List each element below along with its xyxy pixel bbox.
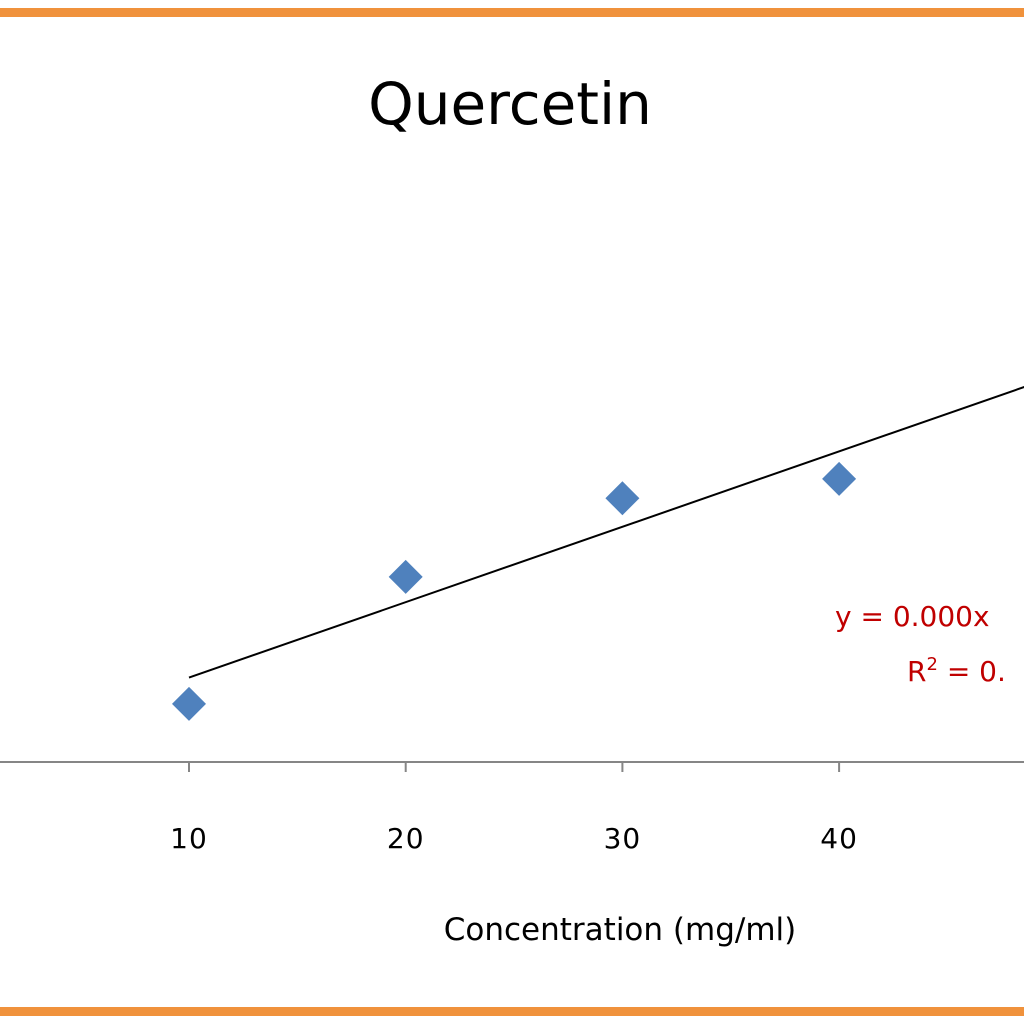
x-tick-label: 10 <box>170 822 208 855</box>
x-axis-ticks: 10 20 30 40 <box>170 762 858 855</box>
x-axis-title: Concentration (mg/ml) <box>444 912 796 948</box>
data-point <box>822 461 857 496</box>
x-tick-label: 20 <box>387 822 425 855</box>
trendline <box>188 386 1024 679</box>
top-border <box>0 8 1024 17</box>
r-squared-superscript: 2 <box>926 654 937 675</box>
trendline-equation: y = 0.000x <box>835 600 990 633</box>
data-point <box>388 559 423 594</box>
chart-title: Quercetin <box>368 70 652 138</box>
data-point <box>605 481 640 516</box>
data-points <box>172 461 857 721</box>
data-point <box>172 686 206 721</box>
r-squared-rest: = 0. <box>938 655 1006 688</box>
x-tick-label: 30 <box>604 822 642 855</box>
x-tick-label: 40 <box>820 822 858 855</box>
r-squared-prefix: R <box>907 655 926 688</box>
bottom-border <box>0 1007 1024 1016</box>
r-squared-label: R2 = 0. <box>907 654 1006 688</box>
